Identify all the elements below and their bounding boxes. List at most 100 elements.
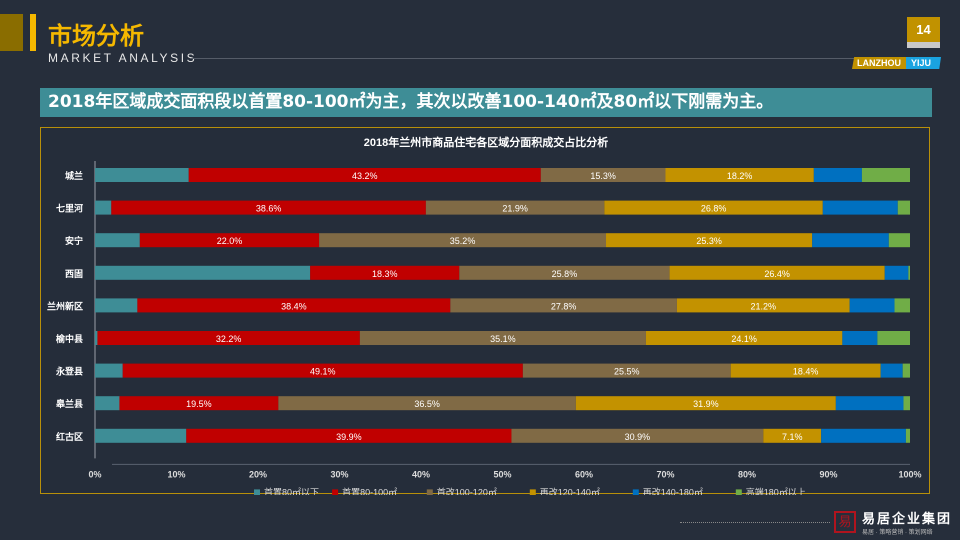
data-label: 25.8%	[552, 269, 578, 279]
data-label: 38.4%	[281, 301, 307, 311]
x-tick-label: 60%	[575, 469, 593, 479]
category-label: 榆中县	[56, 333, 83, 344]
brand-tag: LANZHOU YIJU	[852, 57, 942, 69]
bar-segment	[278, 396, 576, 411]
bar-segment	[359, 331, 646, 345]
data-label: 21.2%	[751, 301, 777, 311]
brand-tag-right: YIJU	[906, 57, 942, 69]
data-label: 30.9%	[625, 432, 651, 442]
bar-segment	[908, 265, 910, 280]
bar-segment	[812, 233, 889, 248]
header-accent-bar	[30, 14, 36, 51]
bar-segment	[319, 233, 607, 248]
data-label: 7.1%	[782, 432, 803, 442]
data-label: 43.2%	[352, 171, 378, 181]
page-number: 14	[907, 17, 940, 42]
category-label: 安宁	[65, 235, 83, 246]
data-label: 32.2%	[216, 334, 242, 344]
logo-name: 易居企业集团	[862, 511, 953, 526]
category-label: 城兰	[65, 170, 83, 181]
bar-segment	[95, 298, 138, 313]
bar-segment	[122, 363, 523, 378]
data-label: 26.8%	[701, 204, 727, 214]
category-label: 皋兰县	[56, 398, 83, 409]
bar-segment	[903, 396, 910, 411]
data-label: 15.3%	[590, 171, 616, 181]
page-title: 市场分析	[48, 22, 144, 50]
x-tick-label: 30%	[330, 469, 348, 479]
x-tick-label: 40%	[412, 469, 430, 479]
x-tick-label: 50%	[493, 469, 511, 479]
category-label: 七里河	[56, 203, 83, 214]
legend-label: 再改140-180㎡	[643, 486, 703, 495]
data-label: 49.1%	[310, 367, 336, 377]
bar-segment	[188, 168, 541, 182]
x-tick-label: 10%	[167, 469, 185, 479]
bar-segment	[902, 363, 910, 378]
bar-segment	[540, 168, 666, 182]
bar-segment	[821, 428, 906, 443]
data-label: 35.1%	[490, 334, 516, 344]
logo-tagline: 易居 · 策略营销 · 策划网络	[862, 530, 933, 536]
bar-segment	[459, 265, 670, 280]
page-subtitle: MARKET ANALYSIS	[48, 51, 198, 65]
bar-segment	[669, 265, 885, 280]
data-label: 35.2%	[450, 236, 476, 246]
bar-segment	[111, 200, 426, 215]
bar-segment	[894, 298, 910, 313]
data-label: 21.9%	[502, 204, 528, 214]
legend-swatch	[332, 489, 339, 495]
data-label: 26.4%	[764, 269, 790, 279]
legend-label: 再改120-140㎡	[540, 486, 600, 495]
data-label: 19.5%	[186, 399, 212, 409]
data-label: 39.9%	[336, 432, 362, 442]
bar-segment	[97, 331, 360, 345]
footer-dotted-line	[680, 522, 830, 523]
chart-title: 2018年兰州市商品住宅各区域分面积成交占比分析	[364, 135, 608, 149]
data-label: 25.3%	[696, 236, 722, 246]
data-label: 18.3%	[372, 269, 398, 279]
bar-segment	[888, 233, 910, 248]
bar-segment	[139, 233, 320, 248]
bar-segment	[842, 331, 878, 345]
bar-segment	[880, 363, 903, 378]
bar-segment	[645, 331, 843, 345]
bar-segment	[897, 200, 910, 215]
bar-segment	[730, 363, 881, 378]
x-tick-label: 80%	[738, 469, 756, 479]
bar-segment	[763, 428, 822, 443]
legend-swatch	[529, 489, 536, 495]
x-tick-label: 90%	[819, 469, 837, 479]
data-label: 18.4%	[793, 367, 819, 377]
bar-segment	[813, 168, 862, 182]
bar-segment	[95, 265, 311, 280]
bar-segment	[604, 200, 823, 215]
brand-tag-left: LANZHOU	[852, 57, 906, 69]
data-label: 25.5%	[614, 367, 640, 377]
bar-segment	[665, 168, 814, 182]
legend-label: 首置80-100㎡	[342, 486, 397, 495]
data-label: 27.8%	[551, 301, 577, 311]
bar-segment	[861, 168, 910, 182]
bar-segment	[425, 200, 605, 215]
bar-segment	[511, 428, 764, 443]
legend-swatch	[254, 489, 260, 495]
data-label: 24.1%	[731, 334, 757, 344]
x-tick-label: 20%	[249, 469, 267, 479]
bar-segment	[676, 298, 850, 313]
bar-segment	[835, 396, 904, 411]
bar-segment	[95, 200, 112, 215]
bar-segment	[450, 298, 677, 313]
bar-segment	[822, 200, 898, 215]
category-label: 永登县	[55, 366, 83, 377]
company-logo: 易 易居企业集团 易居 · 策略营销 · 策划网络	[834, 508, 952, 536]
data-label: 36.5%	[414, 399, 440, 409]
summary-banner: 2018年区域成交面积段以首置80-100㎡为主，其次以改善100-140㎡及8…	[40, 88, 932, 117]
bar-segment	[310, 265, 460, 280]
legend-label: 高端180㎡以上	[746, 486, 806, 495]
header-divider	[190, 58, 870, 59]
category-label: 兰州新区	[47, 300, 83, 311]
chart-frame: 2018年兰州市商品住宅各区域分面积成交占比分析 城兰 43.2% 15.3% 18.2…	[40, 127, 930, 495]
legend-label: 首改100-120㎡	[437, 486, 497, 495]
